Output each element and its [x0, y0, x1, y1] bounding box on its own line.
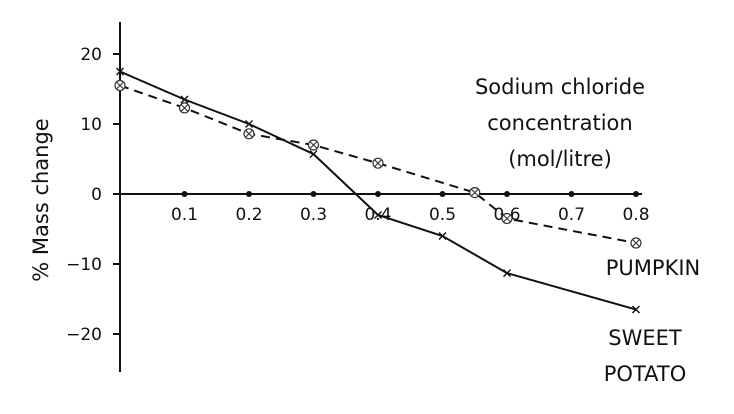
- x-tick-mark: [310, 191, 317, 197]
- y-tick-label: 0: [91, 185, 102, 205]
- sweet-potato-line: [119, 70, 637, 311]
- pumpkin-point: [630, 237, 642, 249]
- sweet-potato-label: POTATO: [604, 362, 686, 386]
- x-tick-mark: [568, 191, 575, 197]
- x-tick-mark: [246, 191, 252, 197]
- y-tick-label: 20: [80, 45, 102, 65]
- sweet-potato-point: [245, 120, 253, 128]
- x-tick-label: 0.7: [558, 205, 585, 225]
- labels-layer: PUMPKIN SWEET POTATO: [604, 256, 700, 386]
- x-axis-title-line-3: (mol/litre): [508, 147, 612, 171]
- x-tick-mark: [439, 191, 446, 197]
- sweet-potato-point: [116, 67, 124, 76]
- y-tick-label: −10: [66, 255, 102, 275]
- pumpkin-label: PUMPKIN: [606, 256, 701, 280]
- sweet-potato-label: SWEET: [608, 326, 682, 350]
- x-axis-title-line-1: Sodium chloride: [475, 75, 645, 99]
- x-tick-label: 0.3: [300, 205, 327, 225]
- x-axis-title-line-2: concentration: [487, 111, 632, 135]
- x-tick-label: 0.8: [622, 205, 649, 225]
- x-tick-label: 0.5: [429, 205, 456, 225]
- pumpkin-point: [114, 79, 126, 92]
- pumpkin-point: [501, 212, 513, 225]
- x-tick-label: 0.1: [171, 205, 198, 225]
- y-tick-label: 10: [80, 115, 102, 135]
- sweet-potato-point: [374, 211, 382, 219]
- y-ticks: 20 10 0 −10 −20: [66, 45, 120, 345]
- x-tick-mark: [504, 191, 510, 197]
- sweet-potato-point: [632, 305, 640, 314]
- sweet-potato-point: [309, 150, 318, 159]
- pumpkin-point: [243, 128, 255, 140]
- x-tick-mark: [375, 191, 381, 197]
- sweet-potato-point: [503, 269, 511, 278]
- sweet-potato-point: [180, 95, 189, 104]
- pumpkin-point: [372, 157, 384, 169]
- y-tick-label: −20: [66, 325, 102, 345]
- pumpkin-point: [307, 139, 320, 151]
- x-tick-label: 0.2: [235, 205, 262, 225]
- sweet-potato-point: [438, 232, 447, 240]
- pumpkin-point: [178, 102, 191, 114]
- pumpkin-point: [469, 187, 481, 199]
- x-ticks: 0.10.20.30.40.50.60.70.8: [171, 191, 650, 225]
- x-tick-mark: [633, 191, 639, 197]
- pumpkin-line: [119, 84, 637, 244]
- series-layer: [114, 67, 642, 314]
- y-axis-title: % Mass change: [29, 118, 53, 281]
- x-tick-mark: [181, 191, 188, 197]
